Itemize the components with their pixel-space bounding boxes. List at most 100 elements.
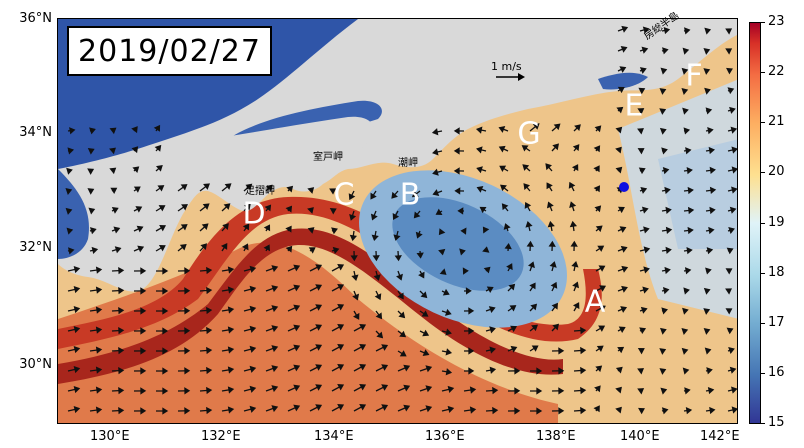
velocity-arrow-head <box>315 344 323 351</box>
velocity-arrow-head <box>703 48 711 55</box>
velocity-arrow-head <box>687 226 694 235</box>
velocity-arrow-head <box>206 346 213 355</box>
velocity-arrow-head <box>140 307 147 315</box>
velocity-arrow-head <box>529 282 536 290</box>
velocity-arrow-head <box>725 28 733 35</box>
velocity-arrow-head <box>308 247 316 254</box>
colorbar-tick <box>761 222 765 224</box>
velocity-arrow-head <box>337 264 345 271</box>
velocity-arrow-head <box>118 266 125 275</box>
velocity-arrow-head <box>293 284 301 292</box>
velocity-arrow-head <box>684 387 691 395</box>
velocity-arrow-head <box>729 366 737 374</box>
velocity-arrow-head <box>155 165 163 172</box>
velocity-arrow-head <box>615 126 623 134</box>
velocity-arrow-head <box>682 107 689 115</box>
velocity-arrow-head <box>95 286 103 294</box>
velocity-arrow-head <box>731 146 737 154</box>
velocity-arrow-head <box>665 226 673 234</box>
velocity-arrow-head <box>398 311 406 319</box>
velocity-arrow-head <box>206 406 213 415</box>
kuroshio-warm-band <box>58 196 602 349</box>
velocity-arrow-head <box>329 208 337 215</box>
region-label-e: E <box>624 88 644 124</box>
velocity-arrow-head <box>91 246 99 255</box>
velocity-arrow-head <box>550 281 558 289</box>
velocity-arrow-head <box>536 407 543 415</box>
velocity-arrow-head <box>621 265 629 273</box>
velocity-arrow-head <box>133 186 141 193</box>
velocity-arrow-head <box>249 405 257 413</box>
region-label-c: C <box>333 177 355 213</box>
velocity-arrow-head <box>615 406 622 414</box>
velocity-arrow-head <box>67 147 75 155</box>
velocity-arrow-head <box>422 349 430 357</box>
velocity-arrow-head <box>249 345 257 353</box>
lon-label-134: 134°E <box>314 429 354 444</box>
velocity-arrow-head <box>111 207 119 214</box>
velocity-arrow-head <box>599 285 607 292</box>
bay-east <box>598 72 648 90</box>
velocity-arrow-head <box>227 266 235 274</box>
velocity-arrow-head <box>659 327 667 335</box>
velocity-arrow-head <box>293 264 301 272</box>
velocity-arrow-head <box>469 386 477 394</box>
velocity-arrow-head <box>73 325 81 334</box>
velocity-arrow-head <box>599 305 606 312</box>
velocity-arrow-head <box>271 265 279 273</box>
velocity-arrow-head <box>522 164 530 171</box>
velocity-arrow-head <box>206 266 213 275</box>
velocity-arrow-head <box>315 364 323 371</box>
velocity-arrow-head <box>293 404 301 412</box>
velocity-arrow-head <box>206 366 213 375</box>
velocity-arrow-head <box>641 46 649 54</box>
scale-label: 1 m/s <box>491 60 522 73</box>
velocity-arrow-head <box>546 201 554 209</box>
velocity-arrow-head <box>140 327 147 335</box>
velocity-arrow-head <box>135 206 143 213</box>
velocity-arrow-head <box>469 406 477 414</box>
velocity-arrow-head <box>551 302 558 310</box>
velocity-arrow-head <box>331 227 338 235</box>
velocity-arrow-head <box>619 66 627 73</box>
velocity-arrow-head <box>498 145 506 153</box>
velocity-arrow-head <box>162 387 169 395</box>
velocity-arrow-head <box>726 67 733 75</box>
velocity-arrow-head <box>180 224 188 231</box>
velocity-arrow-head <box>620 245 628 253</box>
velocity-arrow-head <box>249 285 257 293</box>
velocity-arrow-head <box>438 228 446 236</box>
velocity-arrow-head <box>425 365 433 373</box>
velocity-arrow-head <box>263 224 271 232</box>
velocity-arrow-head <box>73 385 81 394</box>
velocity-arrow-head <box>637 347 645 355</box>
velocity-arrow-head <box>307 187 315 194</box>
velocity-arrow-head <box>725 288 733 295</box>
velocity-arrow-head <box>476 185 484 193</box>
velocity-arrow-head <box>293 344 301 352</box>
velocity-arrow-head <box>580 386 587 395</box>
velocity-arrow-head <box>524 201 532 209</box>
velocity-arrow-head <box>682 307 689 315</box>
colorbar-tick-label: 23 <box>768 14 785 29</box>
velocity-arrow-head <box>580 346 587 355</box>
velocity-arrow-head <box>595 225 603 233</box>
velocity-arrow-head <box>200 243 208 251</box>
region-label-b: B <box>399 177 421 213</box>
velocity-arrow-head <box>315 324 323 331</box>
colorbar-tick <box>761 372 765 374</box>
map-panel <box>57 18 738 424</box>
velocity-arrow-head <box>726 247 734 255</box>
velocity-arrow-head <box>227 366 235 374</box>
velocity-arrow-head <box>731 186 737 194</box>
velocity-arrow-head <box>201 223 209 230</box>
velocity-arrow-head <box>66 227 74 235</box>
velocity-arrow-head <box>227 286 235 294</box>
velocity-arrow-head <box>618 326 626 334</box>
velocity-arrow-head <box>476 146 483 154</box>
velocity-arrow-head <box>242 223 250 231</box>
colorbar-tick-label: 15 <box>768 415 785 430</box>
velocity-arrow-head <box>558 407 565 415</box>
velocity-arrow-head <box>349 234 358 242</box>
velocity-arrow-head <box>337 344 345 351</box>
